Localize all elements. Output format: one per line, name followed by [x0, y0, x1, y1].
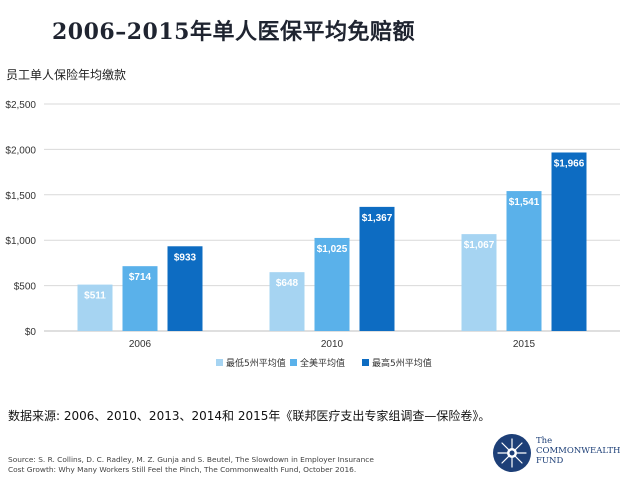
- data-label: $714: [129, 272, 152, 283]
- data-label: $648: [276, 278, 299, 289]
- legend-label: 全美平均值: [300, 357, 345, 369]
- bar: [77, 284, 113, 331]
- x-tick-label: 2006: [129, 339, 152, 350]
- y-tick-label: $2,000: [5, 145, 36, 156]
- bar: [122, 266, 158, 331]
- chart-title: 2006–2015年单人医保平均免赔额: [52, 19, 415, 45]
- citation-line-2: Cost Growth: Why Many Workers Still Feel…: [8, 465, 357, 474]
- y-tick-label: $0: [25, 327, 37, 338]
- bar: [506, 191, 542, 331]
- y-tick-label: $1,500: [5, 191, 36, 202]
- y-tick-label: $1,000: [5, 236, 36, 247]
- legend-label: 最低5州平均值: [226, 357, 286, 369]
- org-name-line-1: The: [536, 436, 553, 446]
- data-label: $1,067: [464, 240, 495, 251]
- chart-subtitle: 员工单人保险年均缴款: [6, 68, 127, 82]
- bar: [167, 246, 203, 331]
- data-label: $1,367: [362, 213, 393, 224]
- data-label: $511: [84, 291, 106, 302]
- data-source-note: 数据来源: 2006、2010、2013、2014和 2015年《联邦医疗支出专…: [8, 409, 491, 423]
- bar: [359, 206, 395, 331]
- legend-swatch: [216, 359, 223, 366]
- bar: [461, 234, 497, 331]
- bar: [551, 152, 587, 331]
- legend-swatch: [362, 359, 369, 366]
- data-label: $1,025: [317, 244, 348, 255]
- y-tick-label: $500: [14, 282, 37, 293]
- bar: [269, 272, 305, 331]
- org-name-line-2: COMMONWEALTH: [536, 446, 621, 456]
- org-name-line-3: FUND: [536, 456, 564, 466]
- commonwealth-fund-logo-icon: [493, 434, 531, 472]
- legend-swatch: [290, 359, 297, 366]
- x-tick-label: 2015: [513, 339, 536, 350]
- data-label: $1,541: [509, 197, 540, 208]
- y-tick-label: $2,500: [5, 100, 36, 111]
- legend-label: 最高5州平均值: [372, 357, 432, 369]
- citation-line-1: Source: S. R. Collins, D. C. Radley, M. …: [8, 455, 374, 464]
- bar-chart: $0 $500 $1,000 $1,500 $2,000 $2,500 $511 $714 $9…: [5, 100, 620, 369]
- data-label: $933: [174, 252, 197, 263]
- org-name: The COMMONWEALTH FUND: [536, 436, 620, 466]
- x-tick-label: 2010: [321, 339, 344, 350]
- data-label: $1,966: [554, 158, 585, 169]
- bar: [314, 237, 350, 331]
